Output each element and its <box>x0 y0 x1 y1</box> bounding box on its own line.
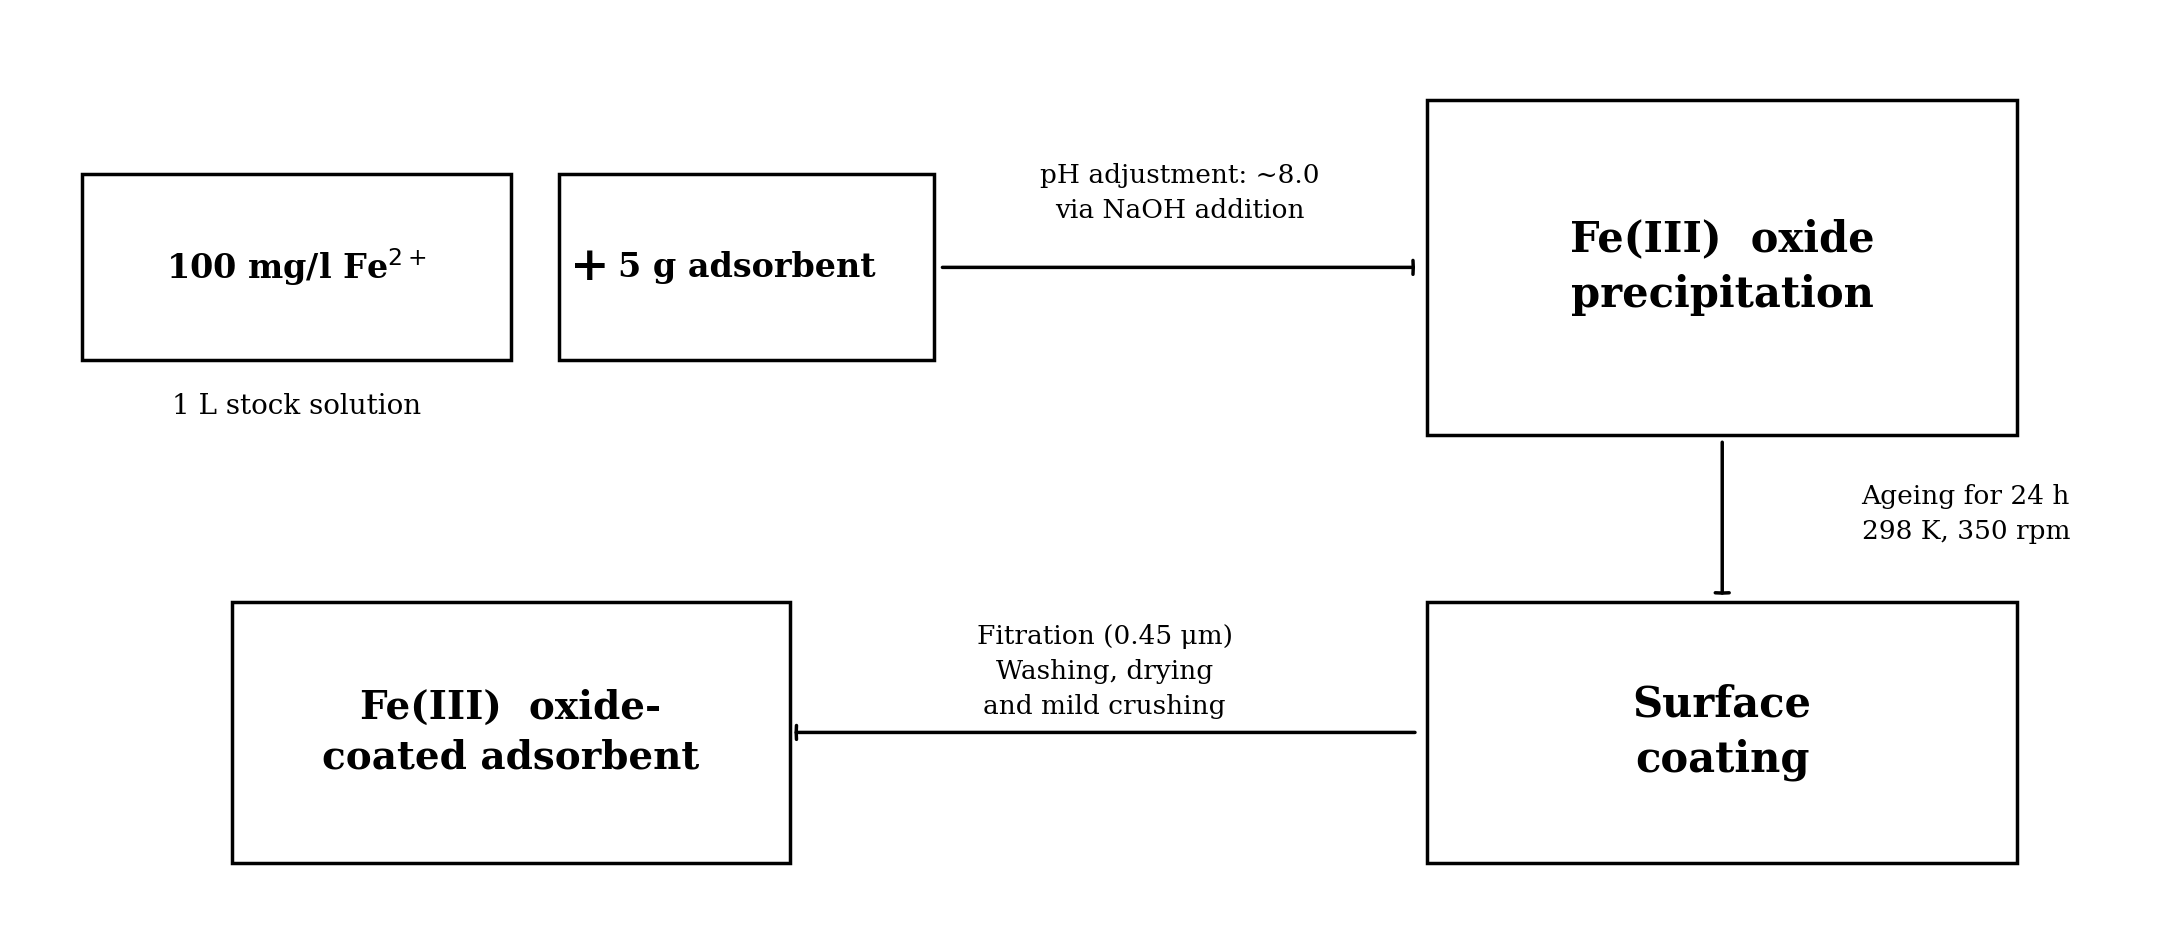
FancyBboxPatch shape <box>1426 100 2018 435</box>
Text: 1 L stock solution: 1 L stock solution <box>173 393 421 420</box>
Text: Surface
coating: Surface coating <box>1634 683 1813 782</box>
Text: 100 mg/l Fe$^{2+}$: 100 mg/l Fe$^{2+}$ <box>166 246 427 288</box>
FancyBboxPatch shape <box>559 175 934 361</box>
FancyBboxPatch shape <box>82 175 511 361</box>
FancyBboxPatch shape <box>233 602 790 863</box>
Text: +: + <box>570 244 611 291</box>
Text: Fe(III)  oxide-
coated adsorbent: Fe(III) oxide- coated adsorbent <box>322 688 699 776</box>
Text: Ageing for 24 h
298 K, 350 rpm: Ageing for 24 h 298 K, 350 rpm <box>1862 484 2070 544</box>
Text: pH adjustment: ~8.0
via NaOH addition: pH adjustment: ~8.0 via NaOH addition <box>1040 163 1319 223</box>
Text: 5 g adsorbent: 5 g adsorbent <box>617 251 876 284</box>
FancyBboxPatch shape <box>1426 602 2018 863</box>
Text: Fe(III)  oxide
precipitation: Fe(III) oxide precipitation <box>1569 219 1875 316</box>
Text: Fitration (0.45 μm)
Washing, drying
and mild crushing: Fitration (0.45 μm) Washing, drying and … <box>978 625 1232 719</box>
